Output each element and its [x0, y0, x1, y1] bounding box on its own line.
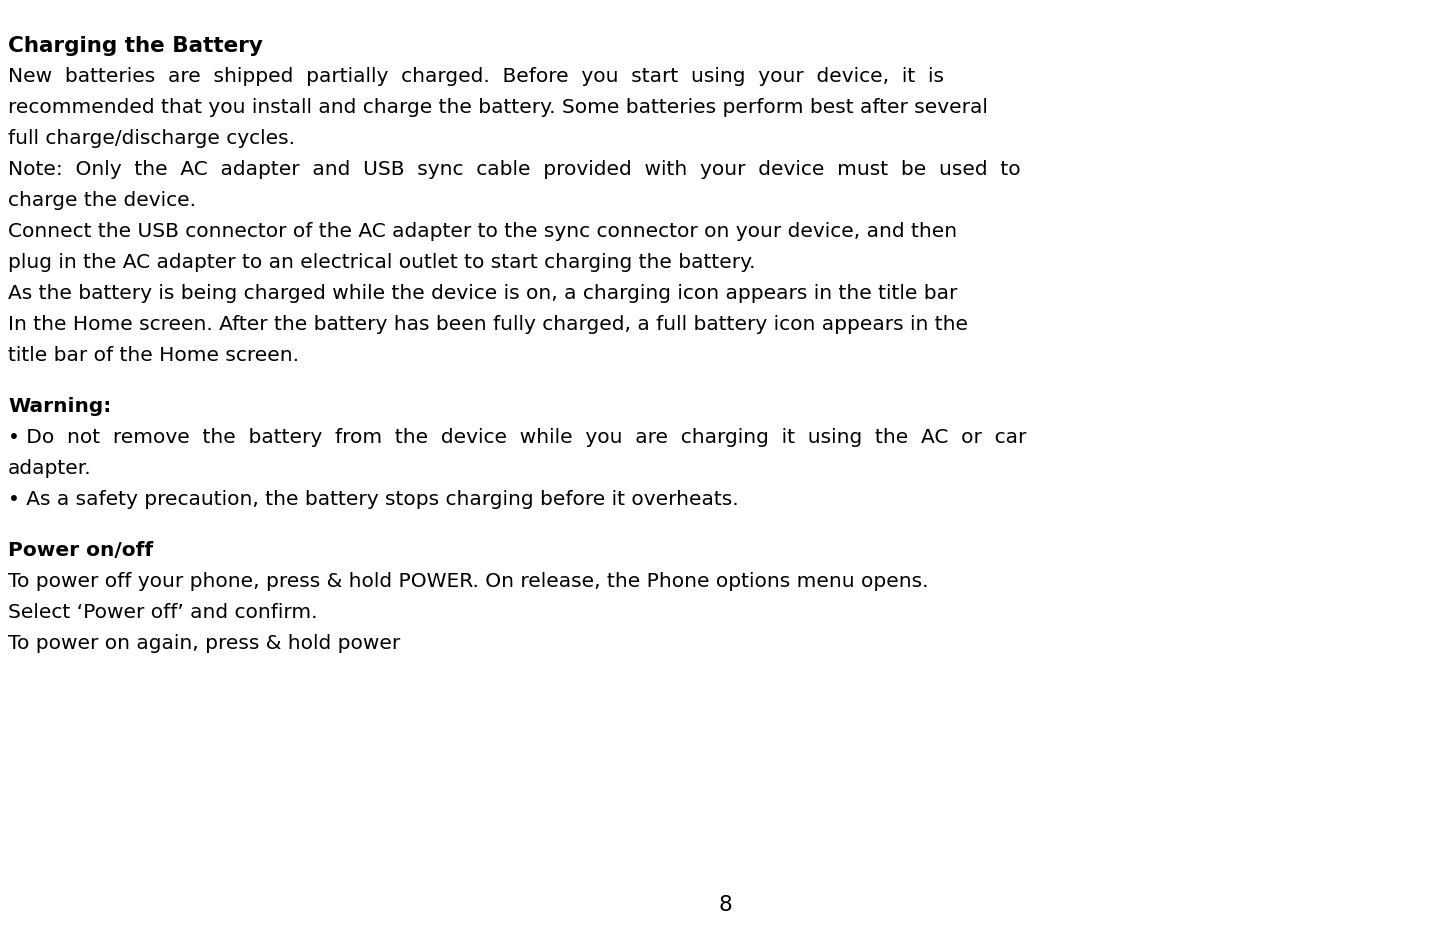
Text: • As a safety precaution, the battery stops charging before it overheats.: • As a safety precaution, the battery st… [9, 490, 738, 509]
Text: • Do  not  remove  the  battery  from  the  device  while  you  are  charging  i: • Do not remove the battery from the dev… [9, 428, 1027, 447]
Text: To power on again, press & hold power: To power on again, press & hold power [9, 634, 400, 653]
Text: plug in the AC adapter to an electrical outlet to start charging the battery.: plug in the AC adapter to an electrical … [9, 253, 755, 272]
Text: Power on/off: Power on/off [9, 541, 154, 560]
Text: To power off your phone, press & hold POWER. On release, the Phone options menu : To power off your phone, press & hold PO… [9, 572, 928, 591]
Text: New  batteries  are  shipped  partially  charged.  Before  you  start  using  yo: New batteries are shipped partially char… [9, 67, 944, 86]
Text: title bar of the Home screen.: title bar of the Home screen. [9, 346, 299, 365]
Text: charge the device.: charge the device. [9, 191, 196, 210]
Text: Connect the USB connector of the AC adapter to the sync connector on your device: Connect the USB connector of the AC adap… [9, 222, 957, 241]
Text: 8: 8 [718, 895, 732, 915]
Text: Note:  Only  the  AC  adapter  and  USB  sync  cable  provided  with  your  devi: Note: Only the AC adapter and USB sync c… [9, 160, 1021, 179]
Text: Charging the Battery: Charging the Battery [9, 36, 262, 56]
Text: Select ‘Power off’ and confirm.: Select ‘Power off’ and confirm. [9, 603, 318, 622]
Text: As the battery is being charged while the device is on, a charging icon appears : As the battery is being charged while th… [9, 284, 957, 303]
Text: Warning:: Warning: [9, 397, 112, 416]
Text: recommended that you install and charge the battery. Some batteries perform best: recommended that you install and charge … [9, 98, 987, 117]
Text: adapter.: adapter. [9, 459, 91, 478]
Text: full charge/discharge cycles.: full charge/discharge cycles. [9, 129, 294, 148]
Text: In the Home screen. After the battery has been fully charged, a full battery ico: In the Home screen. After the battery ha… [9, 315, 969, 334]
